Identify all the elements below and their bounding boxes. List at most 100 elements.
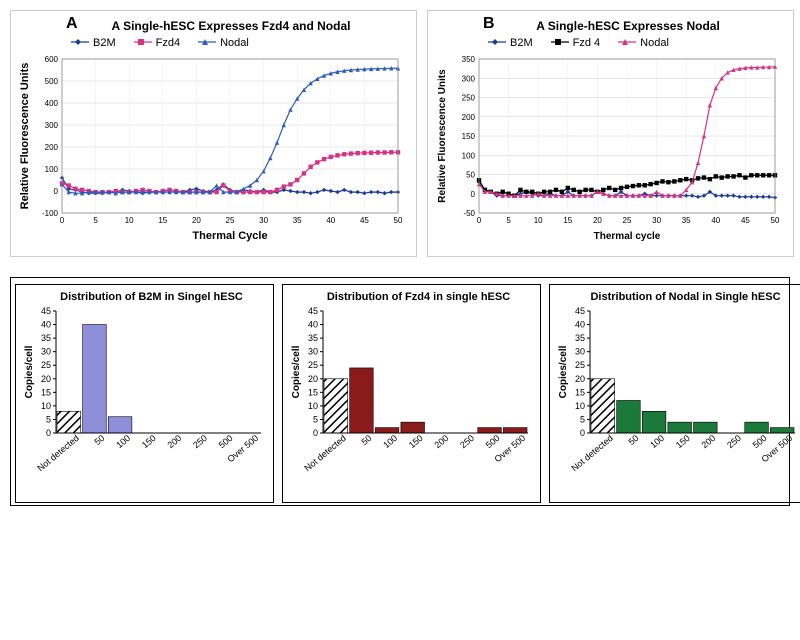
panel-a-label: A [66,15,78,33]
legend-item: Fzd 4 [551,37,601,49]
svg-text:Not detected: Not detected [302,433,348,473]
svg-text:15: 15 [563,216,572,225]
svg-text:35: 35 [308,333,318,343]
svg-text:45: 45 [360,216,369,225]
legend-item: B2M [71,37,116,49]
panel-b-label: B [483,15,495,33]
svg-text:500: 500 [217,433,235,450]
svg-text:5: 5 [46,414,51,424]
panel-b-chart: -500501001502002503003500510152025303540… [433,53,783,243]
svg-text:0: 0 [54,187,59,196]
svg-text:500: 500 [45,77,59,86]
svg-text:15: 15 [158,216,167,225]
svg-text:100: 100 [114,433,132,450]
svg-text:40: 40 [326,216,335,225]
svg-text:600: 600 [45,55,59,64]
svg-text:150: 150 [140,433,158,450]
svg-text:40: 40 [308,320,318,330]
svg-text:0: 0 [471,190,476,199]
hist-fzd4-title: Distribution of Fzd4 in single hESC [303,291,534,303]
svg-text:250: 250 [191,433,209,450]
svg-text:5: 5 [313,414,318,424]
svg-text:0: 0 [477,216,482,225]
bottom-row: Distribution of B2M in Singel hESC 05101… [10,277,790,506]
svg-text:15: 15 [308,387,318,397]
svg-text:25: 25 [575,360,585,370]
top-row: A A Single-hESC Expresses Fzd4 and Nodal… [10,10,790,257]
legend-item: B2M [488,37,533,49]
hist-nodal-box: Distribution of Nodal in Single hESC 051… [549,284,800,503]
svg-text:0: 0 [60,216,65,225]
legend-label: Nodal [220,37,249,49]
svg-text:35: 35 [575,333,585,343]
legend-item: Nodal [618,37,669,49]
svg-text:10: 10 [534,216,543,225]
svg-text:30: 30 [308,347,318,357]
svg-text:45: 45 [741,216,750,225]
svg-text:100: 100 [45,165,59,174]
svg-text:5: 5 [580,414,585,424]
svg-text:250: 250 [462,94,476,103]
svg-text:30: 30 [575,347,585,357]
svg-text:25: 25 [41,360,51,370]
svg-text:Thermal Cycle: Thermal Cycle [192,230,267,242]
svg-text:20: 20 [41,374,51,384]
svg-text:300: 300 [462,74,476,83]
legend-item: Fzd4 [134,37,180,49]
legend-label: B2M [93,37,116,49]
svg-text:25: 25 [623,216,632,225]
svg-text:Relative Fluorescence Units: Relative Fluorescence Units [19,63,31,210]
panel-b-title: A Single-hESC Expresses Nodal [473,19,783,33]
svg-text:45: 45 [308,306,318,316]
svg-text:200: 200 [462,113,476,122]
svg-text:20: 20 [575,374,585,384]
svg-text:100: 100 [648,433,666,450]
svg-text:50: 50 [394,216,403,225]
svg-text:200: 200 [432,433,450,450]
svg-text:45: 45 [41,306,51,316]
svg-text:150: 150 [407,433,425,450]
svg-text:50: 50 [466,171,475,180]
svg-text:200: 200 [165,433,183,450]
legend-label: Nodal [640,37,669,49]
legend-label: Fzd 4 [573,37,601,49]
hist-b2m-chart: 051015202530354045Not detected5010015020… [22,305,267,495]
svg-text:100: 100 [381,433,399,450]
svg-text:100: 100 [462,151,476,160]
svg-text:25: 25 [308,360,318,370]
svg-text:50: 50 [771,216,780,225]
panel-a-chart: -100010020030040050060005101520253035404… [16,53,406,243]
svg-text:500: 500 [751,433,769,450]
svg-text:10: 10 [125,216,134,225]
hist-nodal-title: Distribution of Nodal in Single hESC [570,291,800,303]
svg-text:250: 250 [725,433,743,450]
svg-text:30: 30 [259,216,268,225]
svg-text:30: 30 [41,347,51,357]
svg-text:10: 10 [308,401,318,411]
svg-text:15: 15 [575,387,585,397]
legend-label: B2M [510,37,533,49]
svg-text:20: 20 [593,216,602,225]
svg-text:Thermal cycle: Thermal cycle [594,231,661,242]
svg-text:300: 300 [45,121,59,130]
svg-text:0: 0 [313,428,318,438]
panel-b-legend: B2M Fzd 4 Nodal [488,37,783,49]
svg-text:Copies/cell: Copies/cell [291,345,302,398]
svg-text:Copies/cell: Copies/cell [24,345,35,398]
svg-text:250: 250 [458,433,476,450]
svg-text:50: 50 [92,433,106,447]
hist-nodal-chart: 051015202530354045Not detected5010015020… [556,305,800,495]
panel-a-box: A A Single-hESC Expresses Fzd4 and Nodal… [10,10,417,257]
svg-text:-100: -100 [42,209,59,218]
svg-text:10: 10 [41,401,51,411]
legend-label: Fzd4 [156,37,180,49]
legend-item: Nodal [198,37,249,49]
svg-text:50: 50 [359,433,373,447]
svg-text:400: 400 [45,99,59,108]
svg-text:15: 15 [41,387,51,397]
panel-b-box: B A Single-hESC Expresses Nodal B2M Fzd … [427,10,794,257]
hist-fzd4-box: Distribution of Fzd4 in single hESC 0 5 10… [282,284,541,503]
svg-text:-50: -50 [463,209,475,218]
svg-text:35: 35 [41,333,51,343]
svg-text:40: 40 [711,216,720,225]
